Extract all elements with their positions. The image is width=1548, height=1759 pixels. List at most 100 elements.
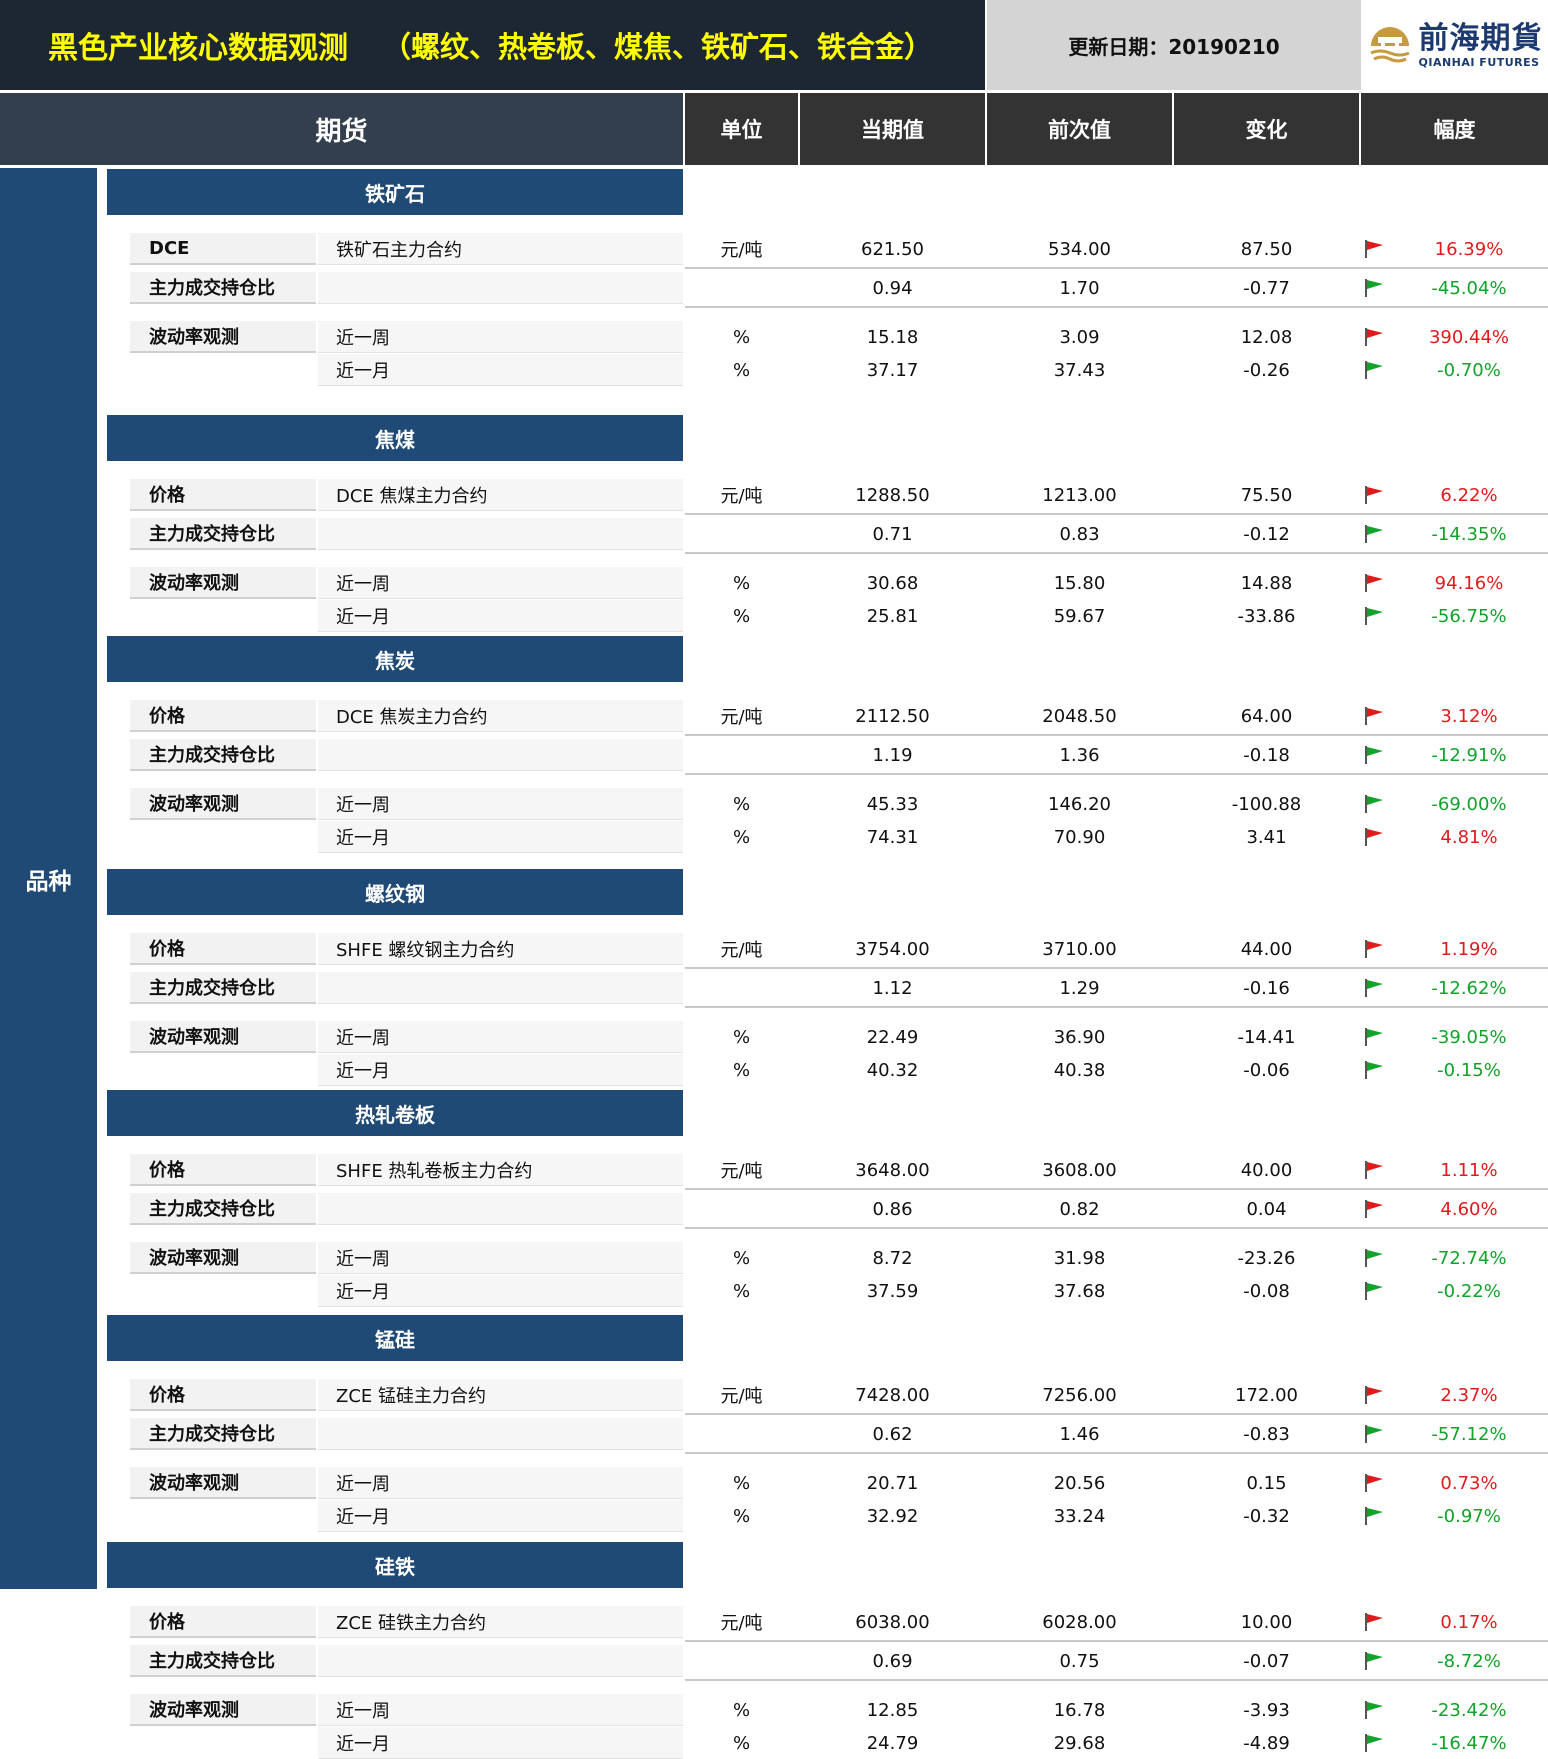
green-flag-icon [1364, 1424, 1386, 1444]
row-unit [685, 1418, 798, 1450]
row-current-value: 40.32 [866, 1059, 919, 1081]
row-previous-value: 37.68 [1053, 1280, 1106, 1302]
row-change-value: 0.04 [1246, 1198, 1287, 1220]
row-previous-value: 0.82 [1059, 1198, 1100, 1220]
row-previous-value: 36.90 [1053, 1026, 1106, 1048]
row-change-value: -23.26 [1237, 1247, 1296, 1269]
row-change-value: 172.00 [1235, 1384, 1298, 1406]
row-previous-value: 1.29 [1059, 977, 1100, 999]
row-change-value: -0.16 [1243, 977, 1290, 999]
row-unit: % [732, 1732, 751, 1754]
row-divider [685, 267, 1548, 269]
row-current-value: 3648.00 [855, 1159, 930, 1181]
row-current-value: 22.49 [866, 1026, 919, 1048]
header-current: 当期值 [800, 93, 985, 165]
row-current-value: 8.72 [872, 1247, 913, 1269]
row-description: 近一月 [318, 1500, 683, 1532]
row-unit: % [732, 1059, 751, 1081]
row-previous-value: 70.90 [1053, 826, 1106, 848]
row-label: 波动率观测 [130, 1242, 316, 1274]
row-unit: % [732, 326, 751, 348]
row-label: 主力成交持仓比 [130, 518, 316, 550]
row-previous-value: 15.80 [1053, 572, 1106, 594]
green-flag-icon [1364, 794, 1386, 814]
row-unit: % [732, 1280, 751, 1302]
row-unit [685, 518, 798, 550]
row-divider [685, 1413, 1548, 1415]
row-change-value: 14.88 [1240, 572, 1293, 594]
row-description: 近一月 [318, 354, 683, 386]
row-label: 价格 [130, 1154, 316, 1186]
red-flag-icon [1364, 706, 1386, 726]
row-change-value: -0.07 [1243, 1650, 1290, 1672]
row-amplitude-value: -0.15% [1437, 1059, 1501, 1081]
row-divider [685, 552, 1548, 554]
row-current-value: 12.85 [866, 1699, 919, 1721]
row-change-value: 12.08 [1240, 326, 1293, 348]
red-flag-icon [1364, 827, 1386, 847]
row-divider [685, 1227, 1548, 1229]
row-amplitude-value: -14.35% [1431, 523, 1507, 545]
row-unit: % [732, 1472, 751, 1494]
row-amplitude-value: -45.04% [1431, 277, 1507, 299]
row-current-value: 30.68 [866, 572, 919, 594]
row-current-value: 6038.00 [855, 1611, 930, 1633]
row-previous-value: 16.78 [1053, 1699, 1106, 1721]
row-current-value: 0.86 [872, 1198, 913, 1220]
header-amplitude: 幅度 [1361, 93, 1548, 165]
page-subtitle: （螺纹、热卷板、煤焦、铁矿石、铁合金） [382, 30, 934, 64]
section-header: 锰硅 [107, 1315, 683, 1361]
row-divider [685, 1640, 1548, 1642]
row-change-value: -0.26 [1243, 359, 1290, 381]
row-change-value: -4.89 [1243, 1732, 1290, 1754]
row-current-value: 15.18 [866, 326, 919, 348]
row-unit [685, 272, 798, 304]
row-amplitude-value: 6.22% [1440, 484, 1498, 506]
logo-name-en: QIANHAI FUTURES [1418, 55, 1540, 69]
row-current-value: 37.17 [866, 359, 919, 381]
row-label: 价格 [130, 700, 316, 732]
row-label: 主力成交持仓比 [130, 272, 316, 304]
row-unit [685, 739, 798, 771]
row-label: 波动率观测 [130, 1694, 316, 1726]
row-amplitude-value: 4.81% [1440, 826, 1498, 848]
row-current-value: 45.33 [866, 793, 919, 815]
row-description: 近一周 [318, 788, 683, 820]
row-change-value: -14.41 [1237, 1026, 1296, 1048]
row-description [318, 1645, 683, 1677]
green-flag-icon [1364, 1506, 1386, 1526]
row-previous-value: 1.36 [1059, 744, 1100, 766]
section-header: 焦煤 [107, 415, 683, 461]
row-change-value: -0.83 [1243, 1423, 1290, 1445]
row-divider [685, 1188, 1548, 1190]
green-flag-icon [1364, 278, 1386, 298]
row-divider [685, 734, 1548, 736]
row-change-value: 3.41 [1246, 826, 1287, 848]
row-divider [685, 967, 1548, 969]
red-flag-icon [1364, 1473, 1386, 1493]
row-previous-value: 40.38 [1053, 1059, 1106, 1081]
row-current-value: 621.50 [861, 238, 924, 260]
row-description: 近一月 [318, 600, 683, 632]
row-previous-value: 2048.50 [1042, 705, 1117, 727]
row-amplitude-value: -8.72% [1437, 1650, 1501, 1672]
row-previous-value: 29.68 [1053, 1732, 1106, 1754]
row-previous-value: 534.00 [1048, 238, 1111, 260]
row-description: SHFE 螺纹钢主力合约 [318, 933, 683, 965]
row-unit: 元/吨 [720, 486, 763, 507]
row-amplitude-value: -0.22% [1437, 1280, 1501, 1302]
row-amplitude-value: 390.44% [1428, 326, 1510, 348]
row-previous-value: 3.09 [1059, 326, 1100, 348]
red-flag-icon [1364, 1612, 1386, 1632]
row-description: 近一周 [318, 1021, 683, 1053]
row-divider [685, 306, 1548, 308]
row-unit [685, 1193, 798, 1225]
row-change-value: -0.18 [1243, 744, 1290, 766]
row-label: 波动率观测 [130, 321, 316, 353]
row-description: 近一月 [318, 1275, 683, 1307]
row-change-value: 44.00 [1240, 938, 1293, 960]
red-flag-icon [1364, 1199, 1386, 1219]
row-current-value: 0.94 [872, 277, 913, 299]
row-amplitude-value: -12.62% [1431, 977, 1507, 999]
row-divider [685, 773, 1548, 775]
